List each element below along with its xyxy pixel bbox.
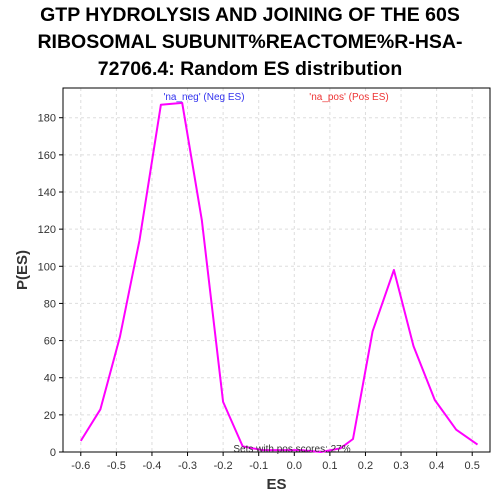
x-tick-label: -0.1 [249,460,268,472]
pos-scores-footer: Sets with pos scores: 27% [233,444,350,455]
chart-title-line-3: 72706.4: Random ES distribution [97,58,403,80]
y-tick-label: 180 [38,113,56,125]
x-tick-label: -0.2 [214,460,233,472]
plot-frame [62,87,491,453]
y-tick-label: 120 [38,224,56,236]
x-tick-label: -0.4 [142,460,161,472]
x-tick-label: 0.3 [393,460,408,472]
y-tick-label: 40 [44,373,56,385]
x-tick-label: 0.2 [358,460,373,472]
x-tick-label: 0.5 [465,460,480,472]
x-axis-ticks: -0.6 -0.5 -0.4 -0.3 -0.2 -0.1 0.0 0.1 0.2 0.3 0.4 0… [71,452,480,472]
chart-title-line-2: RIBOSOMAL SUBUNIT%REACTOME%R-HSA- [37,31,463,53]
y-tick-label: 100 [38,261,56,273]
y-tick-label: 0 [50,447,56,459]
y-tick-label: 60 [44,336,56,348]
x-axis-label: ES [266,476,286,493]
x-tick-label: 0.4 [429,460,444,472]
series-layer [79,101,479,453]
y-axis-label: P(ES) [14,250,31,290]
grid-lines [63,88,490,453]
x-tick-label: 0.1 [322,460,337,472]
y-tick-label: 20 [44,410,56,422]
neg-es-legend-label: 'na_neg' (Neg ES) [163,92,244,103]
x-tick-label: -0.6 [71,460,90,472]
y-tick-label: 160 [38,150,56,162]
x-tick-label: -0.5 [107,460,126,472]
pos-es-legend-label: 'na_pos' (Pos ES) [309,92,388,103]
y-tick-label: 80 [44,298,56,310]
chart-title-line-1: GTP HYDROLYSIS AND JOINING OF THE 60S [40,4,460,26]
x-tick-label: 0.0 [287,460,302,472]
x-tick-label: -0.3 [178,460,197,472]
es-distribution-line [79,101,479,453]
y-tick-label: 140 [38,187,56,199]
y-axis-ticks: 0 20 40 60 80 100 120 140 160 180 [38,113,63,459]
chart-title: GTP HYDROLYSIS AND JOINING OF THE 60S RI… [0,2,500,83]
